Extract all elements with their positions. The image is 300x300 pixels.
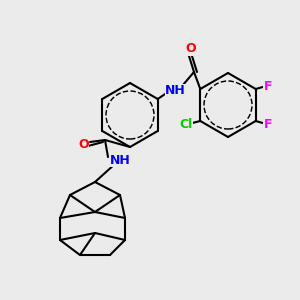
Text: NH: NH: [110, 154, 131, 166]
Text: F: F: [263, 118, 272, 130]
Text: Cl: Cl: [180, 118, 193, 130]
Text: O: O: [79, 137, 89, 151]
Text: NH: NH: [165, 83, 185, 97]
Text: O: O: [186, 43, 196, 56]
Text: F: F: [263, 80, 272, 92]
